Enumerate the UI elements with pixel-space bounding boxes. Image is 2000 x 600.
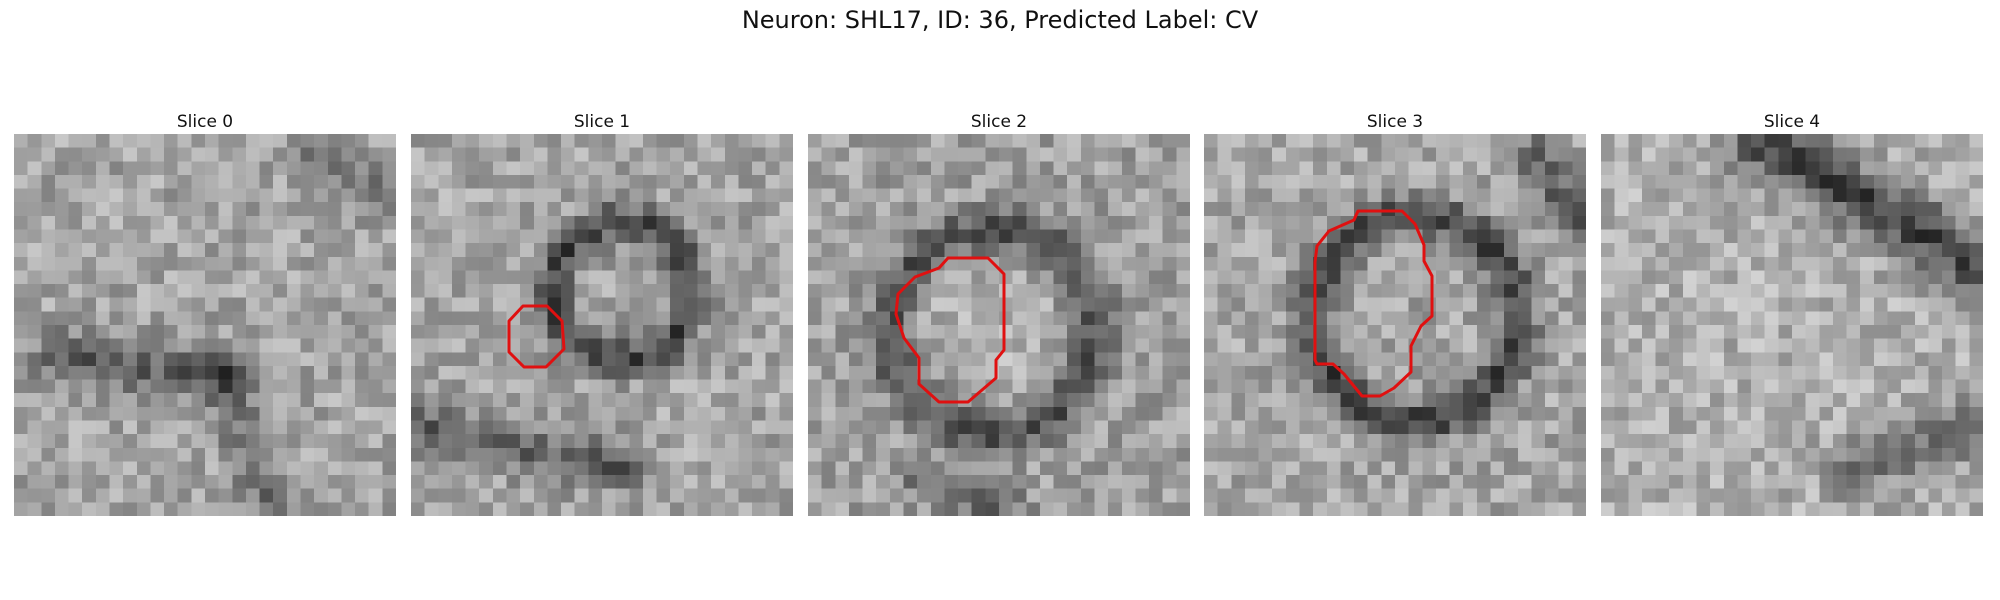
slice-image [14,134,396,516]
slice-title: Slice 4 [1763,112,1821,132]
segmentation-contour [507,304,566,369]
slice-title: Slice 0 [176,112,234,132]
segmentation-contour [1313,209,1434,398]
em-slice-image [808,134,1190,516]
slice-image [808,134,1190,516]
em-slice-image [14,134,396,516]
slice-title: Slice 1 [573,112,631,132]
slice-image [411,134,793,516]
em-slice-image [411,134,793,516]
slice-image [1601,134,1983,516]
slice-image [1204,134,1586,516]
segmentation-contour [894,256,1006,404]
slice-title: Slice 2 [970,112,1028,132]
em-slice-image [1204,134,1586,516]
slice-panel-4: Slice 4 [1601,110,1983,516]
em-slice-image [1601,134,1983,516]
slice-panel-2: Slice 2 [808,110,1190,516]
slice-panel-1: Slice 1 [411,110,793,516]
slice-title: Slice 3 [1366,112,1424,132]
figure-title: Neuron: SHL17, ID: 36, Predicted Label: … [741,6,1259,34]
slice-panel-3: Slice 3 [1204,110,1586,516]
slice-panel-0: Slice 0 [14,110,396,516]
